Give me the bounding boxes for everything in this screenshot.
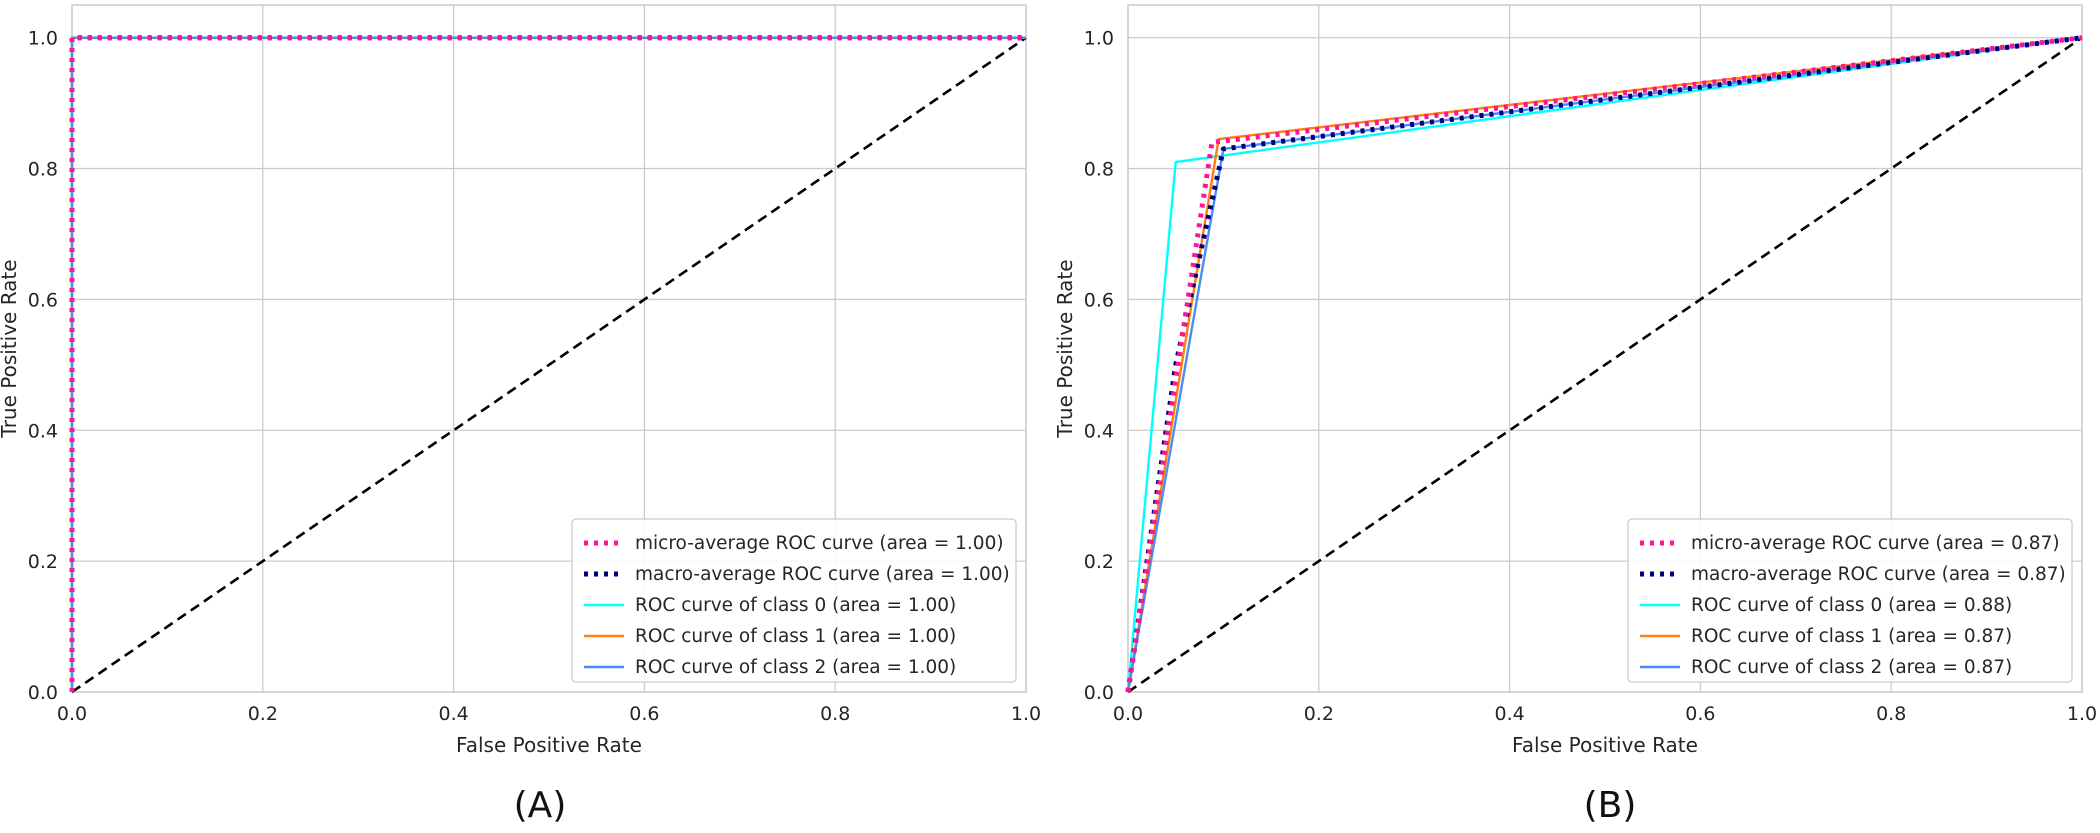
panel-a-x-tick-label: 0.0: [57, 703, 87, 725]
panel-a-legend-label-micro: micro-average ROC curve (area = 1.00): [635, 533, 1004, 554]
panel-b-y-tick-label: 0.6: [1084, 289, 1114, 311]
panel-b-x-tick-label: 0.2: [1304, 703, 1334, 725]
panel-b-y-tick-label: 0.2: [1084, 551, 1114, 573]
panel-b-legend-label-class1: ROC curve of class 1 (area = 0.87): [1691, 626, 2012, 647]
panel-b-legend: micro-average ROC curve (area = 0.87) mac…: [1627, 518, 2073, 683]
panel-a-legend-label-class2: ROC curve of class 2 (area = 1.00): [635, 657, 956, 678]
panel-b-x-tick-label: 0.0: [1113, 703, 1143, 725]
panel-b-y-tick-label: 1.0: [1084, 28, 1114, 50]
panel-a-x-tick-label: 0.8: [820, 703, 850, 725]
panel-b-y-tick-label: 0.0: [1084, 682, 1114, 704]
panel-a-legend-label-macro: macro-average ROC curve (area = 1.00): [635, 564, 1010, 585]
panel-b-x-axis-label: False Positive Rate: [1512, 733, 1698, 757]
panel-b-legend-label-class2: ROC curve of class 2 (area = 0.87): [1691, 657, 2012, 678]
panel-b-caption: (B): [1584, 785, 1637, 826]
panel-a-chance-line: [71, 36, 1027, 694]
panel-b-y-axis-label: True Positive Rate: [1053, 259, 1077, 438]
panel-b-chart: 0.0 0.2 0.4 0.6 0.8 1.0 0.0 0.2 0.4 0.6 0.8 1.0 Fals…: [1053, 4, 2097, 826]
panel-a-y-tick-label: 0.8: [28, 159, 58, 181]
panel-a-chart: 0.0 0.2 0.4 0.6 0.8 1.0 0.0 0.2 0.4 0.6 0.8 1.0 Fals…: [0, 4, 1041, 826]
panel-b-y-tick-label: 0.4: [1084, 420, 1114, 442]
panel-a-series-micro: [69, 35, 1026, 692]
panel-a-legend-label-class0: ROC curve of class 0 (area = 1.00): [635, 595, 956, 616]
panel-a-x-tick-label: 1.0: [1011, 703, 1041, 725]
panel-b-legend-label-macro: macro-average ROC curve (area = 0.87): [1691, 564, 2066, 585]
panel-b-plot-frame: [1127, 4, 2083, 693]
panel-a-y-axis-label: True Positive Rate: [0, 259, 21, 438]
panel-b-legend-box: [1627, 518, 2073, 683]
panel-a-x-tick-label: 0.2: [248, 703, 278, 725]
panel-b-x-tick-label: 0.4: [1494, 703, 1524, 725]
panel-a-y-tick-label: 1.0: [28, 28, 58, 50]
panel-b-y-tick-label: 0.8: [1084, 159, 1114, 181]
panel-a-y-tick-label: 0.4: [28, 420, 58, 442]
panel-a-x-tick-label: 0.4: [438, 703, 468, 725]
panel-a-x-axis-label: False Positive Rate: [456, 733, 642, 757]
panel-a-y-tick-label: 0.2: [28, 551, 58, 573]
panel-a-legend: micro-average ROC curve (area = 1.00) mac…: [571, 518, 1017, 683]
panel-b-x-tick-label: 1.0: [2067, 703, 2097, 725]
panel-a-legend-label-class1: ROC curve of class 1 (area = 1.00): [635, 626, 956, 647]
panel-a-caption: (A): [514, 785, 567, 826]
panel-b-x-tick-label: 0.6: [1685, 703, 1715, 725]
panel-a-y-tick-label: 0.0: [28, 682, 58, 704]
panel-b-series-macro: [1125, 35, 2083, 693]
panel-a-legend-box: [571, 518, 1017, 683]
panel-b-x-tick-label: 0.8: [1876, 703, 1906, 725]
panel-a-x-tick-label: 0.6: [629, 703, 659, 725]
panel-b-chance-line: [1127, 36, 2083, 694]
panel-b-series-micro: [1125, 35, 2083, 693]
panel-b-legend-label-micro: micro-average ROC curve (area = 0.87): [1691, 533, 2060, 554]
panel-a-y-tick-label: 0.6: [28, 289, 58, 311]
panel-b-legend-label-class0: ROC curve of class 0 (area = 0.88): [1691, 595, 2012, 616]
